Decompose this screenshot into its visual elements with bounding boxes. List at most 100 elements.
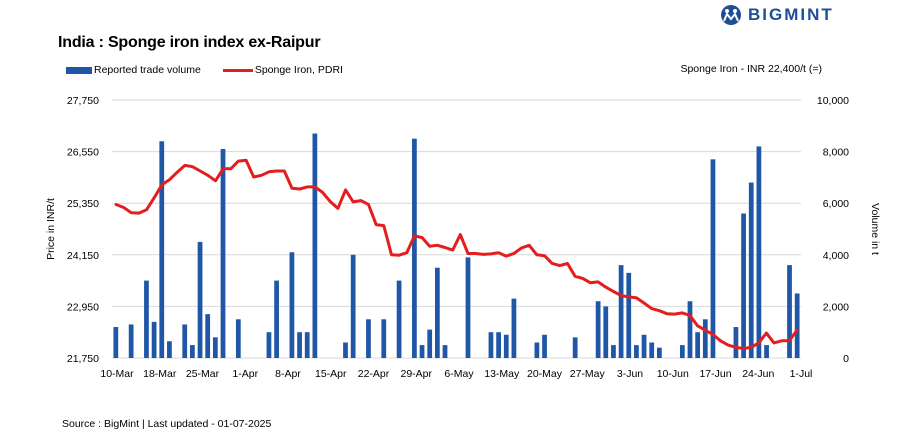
volume-bar [488,332,494,358]
legend-swatch-line [222,68,253,72]
volume-bar [144,280,149,358]
volume-bar [634,345,639,358]
volume-bar [710,159,716,358]
volume-bar [702,319,708,358]
x-tick-label: 6-May [444,368,474,380]
volume-bar [381,319,387,358]
x-tick-label: 22-Apr [358,368,390,380]
volume-bar [220,149,226,358]
logo-text: BIGMINT [748,5,834,24]
x-tick-label: 20-May [527,368,563,380]
volume-bar [542,334,547,358]
volume-bar [366,319,371,358]
volume-bar [235,319,241,358]
volume-bar [159,141,165,358]
x-tick-label: 3-Jun [617,368,643,380]
volume-bar [534,342,540,358]
volume-bar [741,213,746,358]
volume-bar [212,337,218,358]
chart-title: India : Sponge iron index ex-Raipur [58,34,321,51]
logo: BIGMINT [720,3,834,27]
volume-bar [190,345,195,358]
x-tick-label: 17-Jun [699,368,731,380]
volume-bar [787,265,792,358]
volume-bar [167,341,172,358]
volume-bar [679,345,685,358]
volume-bar [764,345,769,358]
y-left-tick-label: 26,550 [67,147,99,159]
volume-bar [197,241,203,358]
x-tick-label: 18-Mar [143,368,177,380]
volume-bar [427,329,433,358]
y-left-tick-label: 22,950 [67,301,99,313]
y-right-tick-label: 2,000 [823,301,849,313]
x-tick-label: 27-May [570,368,606,380]
y-right-tick-label: 6,000 [823,198,849,210]
volume-bar [113,327,119,358]
volume-bar [205,314,211,358]
x-tick-label: 24-Jun [742,368,774,380]
volume-bar [794,293,800,358]
volume-bar [304,332,310,358]
volume-bar [128,324,134,358]
y-right-tick-label: 10,000 [817,95,849,107]
legend-item-volume: Reported trade volume [66,64,201,76]
volume-bar [641,334,647,358]
legend-label-volume: Reported trade volume [94,64,201,76]
price-line [114,158,799,350]
y-right-axis-title: Volume in t [869,203,881,255]
y-left-tick-label: 27,750 [67,95,99,107]
y-left-tick-label: 21,750 [67,353,99,365]
y-right-tick-label: 4,000 [823,250,849,262]
y-left-tick-label: 25,350 [67,198,99,210]
volume-bar [649,342,655,358]
volume-bar [442,345,448,358]
x-tick-label: 13-May [484,368,520,380]
source-text: Source : BigMint | Last updated - 01-07-… [62,418,272,430]
x-tick-label: 1-Apr [232,368,258,380]
volume-bar [496,332,501,358]
volume-bar [396,280,402,358]
volume-bar [266,332,272,358]
volume-bar [687,301,693,358]
volume-bar [465,257,471,358]
volume-bar [182,324,188,358]
x-tick-label: 8-Apr [275,368,301,380]
volume-bar [343,342,348,358]
bigmint-logo-icon [721,5,741,25]
y-right-tick-label: 8,000 [823,147,849,159]
legend: Reported trade volume Sponge Iron, PDRI [66,64,365,76]
volume-bar [748,182,754,358]
volume-bar [611,345,616,358]
volume-bar [274,280,279,358]
legend-item-price: Sponge Iron, PDRI [222,64,343,76]
x-tick-label: 25-Mar [186,368,220,380]
volume-bar [511,298,517,358]
volume-bar [419,345,425,358]
volume-bar [656,347,662,358]
volume-bar [350,254,356,358]
x-tick-label: 10-Jun [657,368,689,380]
y-left-tick-label: 24,150 [67,250,99,262]
volume-bar [151,321,157,358]
legend-swatch-bar [66,66,92,74]
volume-bar [503,334,509,358]
x-tick-label: 29-Apr [400,368,432,380]
y-left-axis-title: Price in INR/t [45,198,57,260]
volume-bar [312,133,318,358]
y-right-tick-label: 0 [843,353,849,365]
volume-bar [603,306,609,358]
price-note: Sponge Iron - INR 22,400/t (=) [680,63,822,75]
volume-bar [412,138,417,358]
x-tick-label: 15-Apr [315,368,347,380]
volume-bar [595,301,601,358]
volume-bar [756,146,762,358]
volume-bar [626,272,632,358]
volume-bar [289,252,295,358]
volume-bar [572,337,578,358]
x-tick-label: 10-Mar [100,368,134,380]
volume-bar [695,332,701,358]
volume-bar [733,327,739,358]
volume-bar [297,332,302,358]
